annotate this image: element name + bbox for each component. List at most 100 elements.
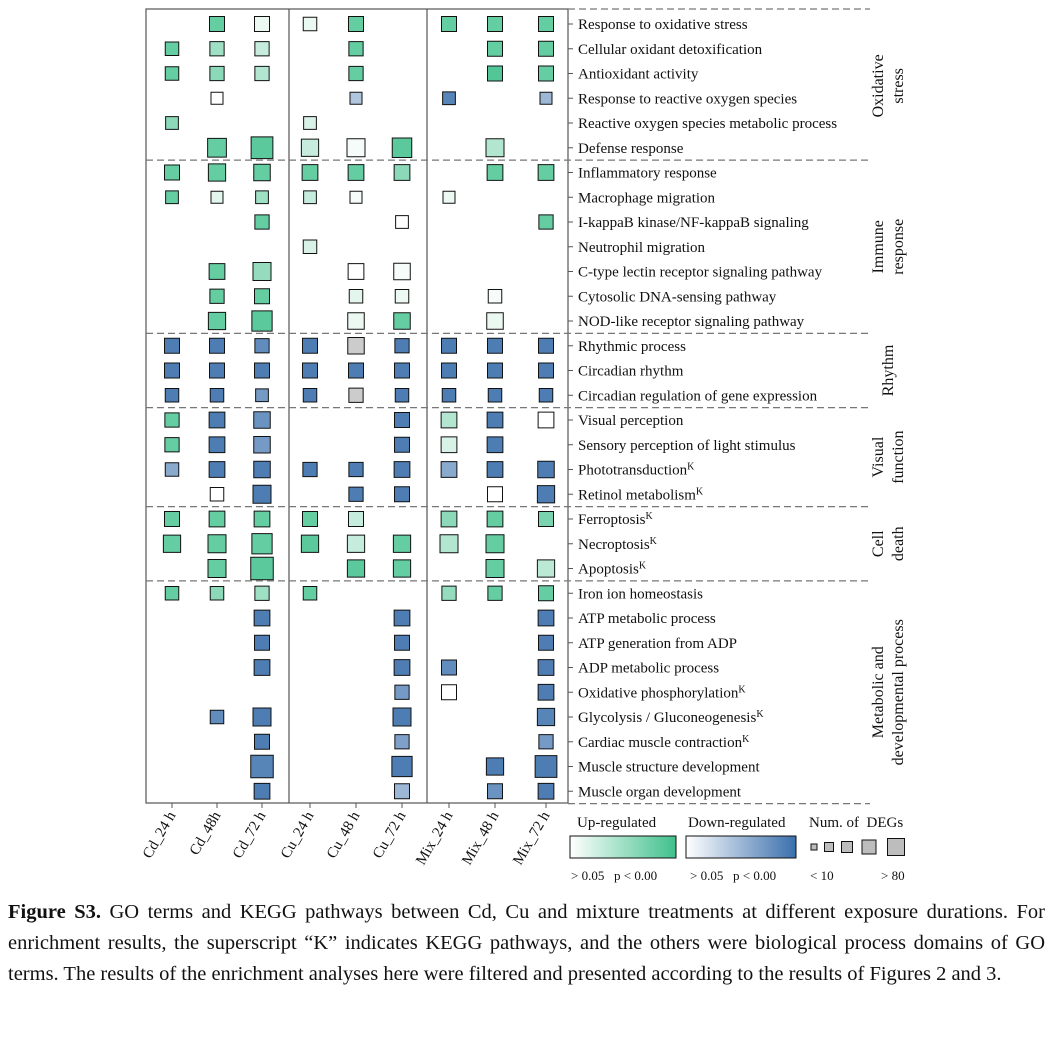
- cell-rhythmic-process-mix-24-h: [441, 337, 457, 354]
- cell-sensory-perception-of-light-stimulus-mix-48-h: [486, 436, 504, 454]
- cell-cytosolic-dna-sensing-pathway-cu-48-h: [348, 289, 364, 304]
- term-label: Glycolysis / GluconeogenesisK: [578, 709, 764, 727]
- cell-circadian-rhythm-mix-48-h: [487, 362, 503, 379]
- legend-size-squares: [810, 838, 905, 856]
- cell-response-to-oxidative-stress-cu-24-h: [302, 16, 318, 32]
- cell-inflammatory-response-mix-48-h: [486, 164, 504, 181]
- cell-cardiac-muscle-contraction-cu-72-h: [394, 734, 410, 750]
- term-superscript: K: [650, 535, 658, 546]
- cell-muscle-organ-development-mix-72-h: [537, 782, 555, 800]
- cell-oxidative-phosphorylation-mix-24-h: [441, 684, 457, 701]
- cell-sensory-perception-of-light-stimulus-mix-24-h: [440, 436, 458, 454]
- cell-sensory-perception-of-light-stimulus-cu-72-h: [394, 436, 410, 453]
- cell-circadian-rhythm-cd-24-h: [164, 362, 180, 379]
- group-label-line: developmental process: [890, 619, 907, 765]
- cell-retinol-metabolism-cu-72-h: [394, 486, 410, 503]
- cell-rhythmic-process-cu-24-h: [302, 337, 318, 354]
- cell-inflammatory-response-cd-72-h: [253, 163, 271, 182]
- cell-nod-like-receptor-signaling-pathway-cu-48-h: [347, 312, 365, 330]
- cell-rhythmic-process-cu-72-h: [394, 338, 410, 354]
- cell-necroptosis-mix-24-h: [439, 534, 459, 554]
- cell-visual-perception-cd-48h: [208, 411, 226, 429]
- group-label-line: death: [890, 526, 907, 561]
- cell-ferroptosis-cd-48h: [208, 510, 226, 528]
- cell-circadian-regulation-of-gene-expression-cu-48-h: [348, 387, 364, 403]
- cell-muscle-organ-development-cd-72-h: [253, 782, 271, 800]
- column-labels: Cd_24 h Cd_48h Cd_72 h Cu_24 h Cu_48 h Cu_72 …: [140, 809, 554, 868]
- term-label: Circadian rhythm: [578, 364, 684, 380]
- legend-up-gradient: [569, 835, 677, 859]
- term-label: ApoptosisK: [578, 560, 647, 578]
- cell-adp-metabolic-process-mix-72-h: [537, 659, 555, 676]
- cell-circadian-regulation-of-gene-expression-cd-24-h: [164, 388, 180, 403]
- cell-phototransduction-cd-72-h: [253, 460, 271, 479]
- cell-sensory-perception-of-light-stimulus-cd-24-h: [164, 437, 180, 453]
- cell-nod-like-receptor-signaling-pathway-cu-72-h: [393, 312, 411, 330]
- cell-macrophage-migration-mix-24-h: [442, 190, 456, 204]
- legend-down-low: > 0.05: [690, 868, 723, 883]
- figure-caption: Figure S3. GO terms and KEGG pathways be…: [8, 897, 1045, 990]
- cell-rhythmic-process-cd-48h: [209, 337, 225, 354]
- cell-apoptosis-mix-48-h: [485, 559, 505, 578]
- go-kegg-enrichment-chart: Response to oxidative stress Cellular oxi…: [140, 8, 907, 883]
- cell-response-to-oxidative-stress-cu-48-h: [348, 16, 364, 32]
- cell-inflammatory-response-cd-48h: [207, 163, 227, 182]
- cell-cytosolic-dna-sensing-pathway-cu-72-h: [394, 289, 410, 304]
- legend-up-high: p < 0.00: [614, 868, 657, 883]
- cell-phototransduction-mix-24-h: [440, 461, 458, 478]
- cell-ferroptosis-mix-24-h: [440, 510, 458, 528]
- legend-down-gradient: [685, 835, 797, 859]
- cell-glycolysis-gluconeogenesis-cd-72-h: [252, 707, 272, 727]
- term-superscript: K: [639, 560, 647, 571]
- cell-circadian-regulation-of-gene-expression-mix-24-h: [441, 388, 457, 403]
- cell-phototransduction-mix-48-h: [486, 461, 504, 478]
- term-label: Cytosolic DNA-sensing pathway: [578, 289, 777, 305]
- cell-ferroptosis-mix-72-h: [538, 511, 554, 527]
- term-label: ATP generation from ADP: [578, 636, 737, 652]
- cell-ferroptosis-cd-72-h: [253, 510, 271, 528]
- term-label: Neutrophil migration: [578, 240, 706, 256]
- cell-defense-response-cd-48h: [207, 137, 227, 158]
- cell-defense-response-cu-72-h: [391, 137, 413, 158]
- cell-response-to-reactive-oxygen-species-cd-48h: [210, 91, 224, 105]
- cell-macrophage-migration-cu-24-h: [303, 190, 317, 205]
- heatmap-cells: [162, 16, 558, 800]
- cell-response-to-reactive-oxygen-species-mix-24-h: [442, 91, 456, 106]
- cell-circadian-regulation-of-gene-expression-cd-48h: [209, 388, 225, 403]
- term-label: C-type lectin receptor signaling pathway: [578, 265, 823, 281]
- cell-iron-ion-homeostasis-cd-48h: [209, 586, 225, 601]
- cell-cellular-oxidant-detoxification-cd-72-h: [254, 41, 270, 57]
- term-label: Inflammatory response: [578, 166, 717, 182]
- cell-cellular-oxidant-detoxification-mix-48-h: [487, 40, 503, 57]
- term-label: Oxidative phosphorylationK: [578, 684, 746, 702]
- cell-cellular-oxidant-detoxification-cu-48-h: [348, 41, 364, 57]
- cell-cytosolic-dna-sensing-pathway-cd-72-h: [254, 288, 270, 305]
- cell-muscle-organ-development-mix-48-h: [487, 783, 503, 800]
- cell-cellular-oxidant-detoxification-cd-24-h: [164, 41, 180, 56]
- cell-antioxidant-activity-cd-72-h: [254, 65, 270, 82]
- cell-antioxidant-activity-cu-48-h: [348, 65, 364, 82]
- term-superscript: K: [756, 709, 764, 720]
- cell-sensory-perception-of-light-stimulus-cd-48h: [208, 436, 226, 454]
- cell-rhythmic-process-cd-72-h: [254, 338, 270, 354]
- cell-ferroptosis-cd-24-h: [164, 511, 180, 527]
- cell-retinol-metabolism-mix-48-h: [487, 486, 503, 503]
- cell-antioxidant-activity-mix-48-h: [487, 65, 503, 82]
- cell-necroptosis-cd-48h: [207, 534, 227, 554]
- group-label-line: Metabolic and: [870, 646, 887, 738]
- term-label: Cardiac muscle contractionK: [578, 733, 750, 751]
- cell-macrophage-migration-cd-48h: [210, 190, 224, 204]
- cell-visual-perception-cu-72-h: [394, 412, 410, 428]
- cell-reactive-oxygen-species-metabolic-process-cu-24-h: [303, 116, 317, 130]
- cell-glycolysis-gluconeogenesis-cu-72-h: [392, 707, 412, 727]
- cell-response-to-reactive-oxygen-species-cu-48-h: [349, 91, 363, 105]
- cell-atp-metabolic-process-cu-72-h: [393, 609, 411, 627]
- cell-necroptosis-mix-48-h: [485, 534, 505, 554]
- term-label: I-kappaB kinase/NF-kappaB signaling: [578, 215, 809, 231]
- column-label: Cd_24 h: [140, 809, 180, 862]
- group-label-line: Rhythm: [880, 344, 897, 396]
- term-label: Circadian regulation of gene expression: [578, 388, 818, 404]
- cell-circadian-rhythm-cd-48h: [209, 362, 225, 379]
- cell-visual-perception-mix-24-h: [440, 411, 458, 429]
- cell-atp-generation-from-adp-mix-72-h: [538, 634, 554, 651]
